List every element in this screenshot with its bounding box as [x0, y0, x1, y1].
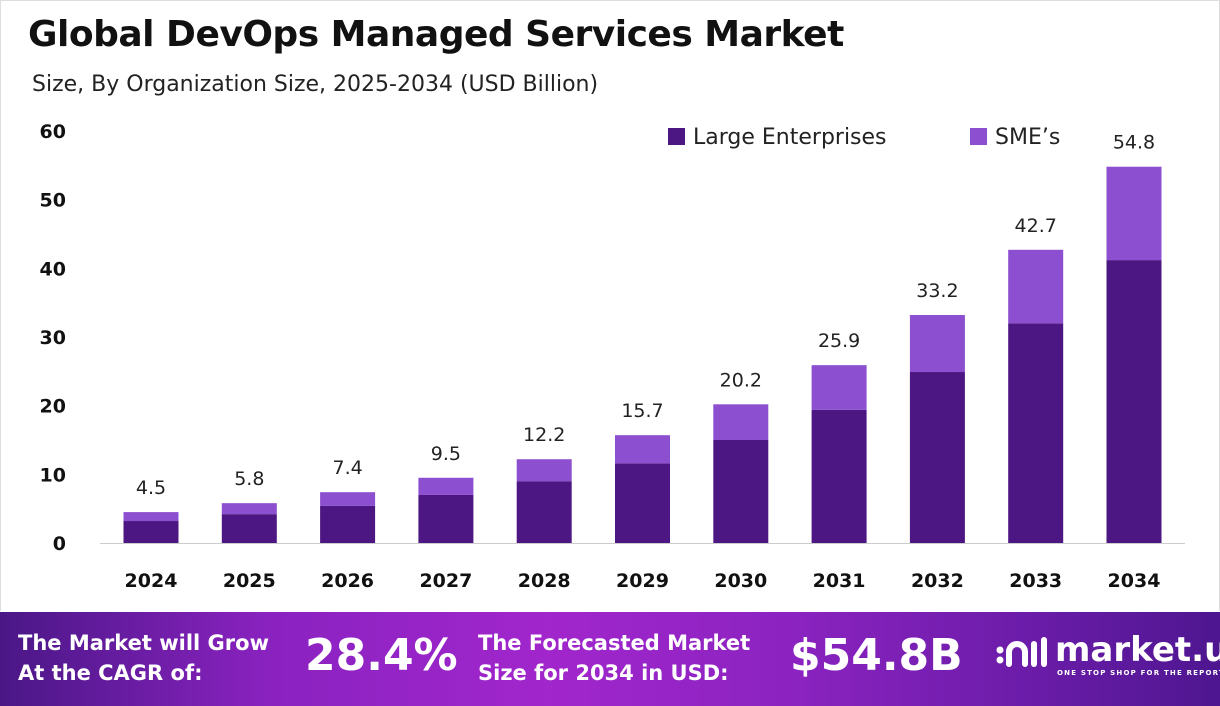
bar-smes-2030	[713, 404, 769, 440]
bar-chart: 01020304050604.520245.820257.420269.5202…	[40, 121, 1185, 592]
bar-smes-2033	[1008, 249, 1064, 324]
legend-label-0: Large Enterprises	[693, 125, 887, 150]
bar-large-enterprises-2026	[320, 505, 376, 543]
x-tick-label: 2032	[911, 570, 964, 592]
x-tick-label: 2034	[1108, 570, 1161, 592]
bar-large-enterprises-2030	[713, 440, 769, 543]
data-label-2028: 12.2	[523, 424, 565, 446]
x-tick-label: 2030	[714, 570, 767, 592]
forecast-label-line1: The Forecasted Market	[478, 631, 751, 655]
legend-label-1: SME’s	[995, 125, 1060, 150]
forecast-value: $54.8B	[790, 630, 963, 681]
x-tick-label: 2033	[1009, 570, 1062, 592]
bar-smes-2032	[909, 315, 965, 373]
bar-large-enterprises-2025	[221, 514, 277, 543]
y-tick-label: 0	[53, 533, 66, 555]
data-label-2027: 9.5	[431, 443, 461, 465]
data-label-2031: 25.9	[818, 330, 860, 352]
cagr-label: The Market will Grow At the CAGR of:	[18, 628, 269, 688]
chart-title: Global DevOps Managed Services Market	[28, 14, 844, 55]
data-label-2032: 33.2	[916, 280, 958, 302]
x-tick-label: 2029	[616, 570, 669, 592]
bar-smes-2025	[221, 503, 277, 515]
cagr-value: 28.4%	[305, 630, 458, 681]
y-tick-label: 10	[40, 464, 66, 486]
x-tick-label: 2025	[223, 570, 276, 592]
bar-smes-2031	[811, 365, 867, 410]
bar-large-enterprises-2027	[418, 494, 474, 543]
bar-large-enterprises-2028	[516, 481, 572, 543]
data-label-2024: 4.5	[136, 477, 166, 499]
footer-banner: The Market will Grow At the CAGR of: 28.…	[0, 612, 1220, 706]
logo-name: market.us	[1055, 630, 1220, 670]
bar-smes-2024	[123, 512, 179, 522]
bar-smes-2026	[320, 492, 376, 506]
data-label-2033: 42.7	[1015, 215, 1057, 237]
bar-large-enterprises-2032	[909, 372, 965, 543]
bar-smes-2034	[1106, 166, 1162, 261]
x-tick-label: 2024	[125, 570, 178, 592]
y-tick-label: 60	[40, 121, 66, 143]
data-label-2026: 7.4	[332, 457, 362, 479]
bar-large-enterprises-2033	[1008, 323, 1064, 543]
y-tick-label: 30	[40, 327, 66, 349]
bar-large-enterprises-2034	[1106, 260, 1162, 543]
x-tick-label: 2031	[813, 570, 866, 592]
x-tick-label: 2027	[419, 570, 472, 592]
bar-smes-2027	[418, 477, 474, 495]
cagr-label-line2: At the CAGR of:	[18, 661, 203, 685]
x-tick-label: 2028	[518, 570, 571, 592]
x-tick-label: 2026	[321, 570, 374, 592]
bar-large-enterprises-2024	[123, 521, 179, 543]
data-label-2025: 5.8	[234, 468, 264, 490]
y-tick-label: 20	[40, 396, 66, 418]
legend-swatch-0	[668, 128, 685, 145]
bar-large-enterprises-2029	[615, 463, 670, 543]
cagr-label-line1: The Market will Grow	[18, 631, 269, 655]
bar-smes-2029	[615, 435, 670, 464]
data-label-2029: 15.7	[621, 400, 663, 422]
bar-large-enterprises-2031	[811, 409, 867, 543]
logo-tagline: ONE STOP SHOP FOR THE REPORTS	[1057, 669, 1220, 677]
chart-subtitle: Size, By Organization Size, 2025-2034 (U…	[32, 72, 599, 97]
y-tick-label: 50	[40, 190, 66, 212]
data-label-2034: 54.8	[1113, 132, 1155, 154]
y-tick-label: 40	[40, 258, 66, 280]
forecast-label-line2: Size for 2034 in USD:	[478, 661, 729, 685]
forecast-label: The Forecasted Market Size for 2034 in U…	[478, 628, 750, 688]
market-us-logo-icon	[996, 637, 1047, 667]
data-label-2030: 20.2	[720, 369, 762, 391]
bar-smes-2028	[516, 459, 572, 482]
legend-swatch-1	[970, 128, 987, 145]
